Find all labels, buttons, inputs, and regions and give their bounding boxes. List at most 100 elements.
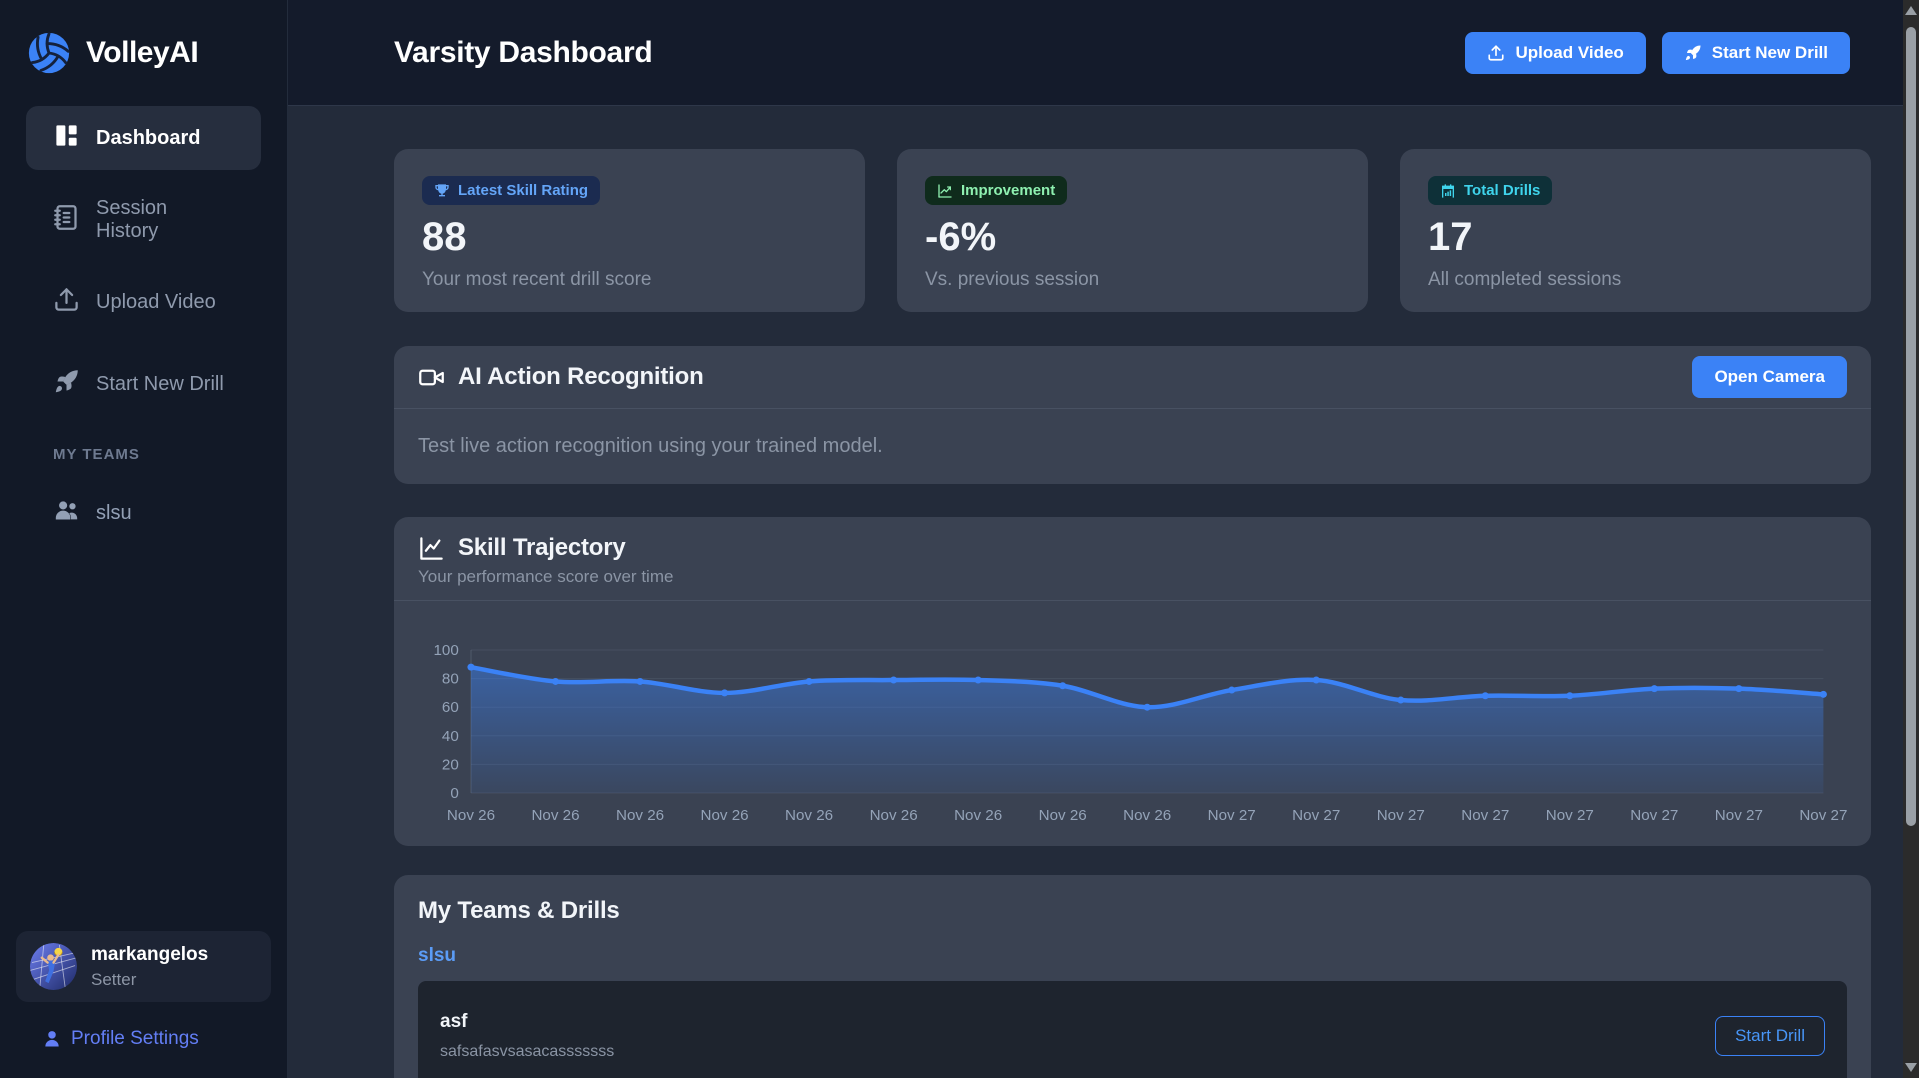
improvement-badge: Improvement [925, 176, 1067, 205]
y-tick-label: 80 [442, 671, 459, 688]
profile-settings-link[interactable]: Profile Settings [42, 1028, 287, 1050]
stat-card-total-drills: Total Drills 17 All completed sessions [1400, 149, 1871, 312]
sidebar-bottom: markangelos Setter Profile Settings [0, 931, 287, 1078]
upload-video-label: Upload Video [1515, 43, 1623, 63]
calendar-chart-icon [1440, 183, 1456, 199]
drill-row: asf safsafasvsasacasssssss Start Drill [418, 981, 1847, 1078]
y-tick-label: 100 [433, 642, 458, 659]
start-drill-button[interactable]: Start Drill [1715, 1016, 1825, 1056]
nav-label: Start New Drill [96, 373, 224, 396]
profile-name: markangelos [91, 944, 208, 966]
stat-caption: Vs. previous session [925, 269, 1340, 291]
volleyball-logo-icon [26, 30, 72, 76]
data-point [975, 677, 982, 684]
profile-card[interactable]: markangelos Setter [16, 931, 271, 1002]
app-name: VolleyAI [86, 36, 198, 70]
profile-settings-label: Profile Settings [71, 1028, 199, 1050]
data-point [1820, 691, 1827, 698]
dashboard-icon [53, 122, 80, 155]
stats-row: Latest Skill Rating 88 Your most recent … [394, 149, 1871, 312]
app-window: VolleyAI Dashboard [0, 0, 1919, 1078]
x-tick-label: Nov 26 [701, 807, 749, 824]
x-tick-label: Nov 27 [1715, 807, 1763, 824]
x-tick-label: Nov 26 [1123, 807, 1171, 824]
users-icon [53, 497, 80, 530]
x-tick-label: Nov 26 [1039, 807, 1087, 824]
sidebar-item-start-new-drill[interactable]: Start New Drill [26, 352, 261, 416]
trending-up-icon [937, 183, 953, 199]
scrollbar-track[interactable] [1903, 0, 1919, 1078]
chart-body: 0 20 40 60 80 100 Nov 26 Nov 26 Nov 26 Nov 26 Nov … [394, 601, 1871, 846]
y-tick-label: 0 [450, 785, 458, 802]
video-camera-icon [418, 364, 445, 391]
data-point [1144, 704, 1151, 711]
drill-name: asf [440, 1011, 614, 1033]
my-teams-header: MY TEAMS [53, 446, 287, 463]
drill-description: safsafasvsasacasssssss [440, 1043, 614, 1061]
y-tick-label: 60 [442, 699, 459, 716]
main-area: Varsity Dashboard Upload Video [288, 0, 1919, 1078]
data-point [806, 678, 813, 685]
line-chart-icon [418, 535, 445, 562]
data-point [636, 678, 643, 685]
sidebar-item-dashboard[interactable]: Dashboard [26, 106, 261, 170]
data-point [1566, 692, 1573, 699]
sidebar-nav: Dashboard Session History [0, 102, 287, 434]
chart-header: Skill Trajectory Your performance score … [394, 517, 1871, 600]
x-tick-label: Nov 27 [1461, 807, 1509, 824]
scrollbar-up-arrow[interactable] [1905, 6, 1917, 15]
x-tick-label: Nov 27 [1546, 807, 1594, 824]
open-camera-button[interactable]: Open Camera [1692, 356, 1847, 398]
chart-title: Skill Trajectory [458, 534, 626, 562]
skill-trajectory-chart: 0 20 40 60 80 100 Nov 26 Nov 26 Nov 26 Nov 26 Nov … [394, 601, 1871, 846]
data-point [1059, 682, 1066, 689]
y-tick-label: 20 [442, 756, 459, 773]
x-tick-label: Nov 26 [531, 807, 579, 824]
sidebar-item-session-history[interactable]: Session History [26, 188, 261, 252]
scrollbar-thumb[interactable] [1906, 27, 1916, 826]
ai-card-header: AI Action Recognition Open Camera [394, 346, 1871, 408]
stat-card-improvement: Improvement -6% Vs. previous session [897, 149, 1368, 312]
dashboard-content: Latest Skill Rating 88 Your most recent … [288, 106, 1919, 1078]
y-tick-label: 40 [442, 728, 459, 745]
scrollbar-down-arrow[interactable] [1905, 1063, 1917, 1072]
data-point [552, 678, 559, 685]
data-point [1735, 685, 1742, 692]
x-tick-label: Nov 26 [616, 807, 664, 824]
sidebar-item-upload-video[interactable]: Upload Video [26, 270, 261, 334]
profile-text: markangelos Setter [91, 944, 208, 990]
nav-label: Dashboard [96, 127, 200, 150]
rocket-icon [53, 368, 80, 401]
stat-value: -6% [925, 217, 1340, 257]
data-point [1651, 685, 1658, 692]
stat-caption: Your most recent drill score [422, 269, 837, 291]
data-point [890, 677, 897, 684]
ai-card-description: Test live action recognition using your … [394, 409, 1871, 484]
nav-label: Upload Video [96, 291, 216, 314]
drill-text: asf safsafasvsasacasssssss [440, 1011, 614, 1061]
data-point [467, 664, 474, 671]
badge-label: Improvement [961, 182, 1055, 199]
upload-video-button[interactable]: Upload Video [1465, 32, 1645, 74]
upload-icon [1487, 44, 1505, 62]
teams-card-title: My Teams & Drills [418, 897, 1847, 925]
x-tick-label: Nov 27 [1208, 807, 1256, 824]
x-tick-label: Nov 27 [1292, 807, 1340, 824]
sidebar-item-team-slsu[interactable]: slsu [26, 481, 261, 545]
my-teams-drills-card: My Teams & Drills slsu asf safsafasvsasa… [394, 875, 1871, 1078]
avatar [30, 943, 77, 990]
person-icon [42, 1029, 62, 1049]
notebook-icon [53, 204, 80, 237]
x-tick-label: Nov 26 [870, 807, 918, 824]
start-new-drill-button[interactable]: Start New Drill [1662, 32, 1850, 74]
skill-trajectory-card: Skill Trajectory Your performance score … [394, 517, 1871, 846]
team-link-slsu[interactable]: slsu [418, 945, 1847, 967]
data-point [1313, 677, 1320, 684]
ai-action-recognition-card: AI Action Recognition Open Camera Test l… [394, 346, 1871, 484]
topbar-actions: Upload Video Start New Drill [1465, 32, 1850, 74]
ai-card-title: AI Action Recognition [458, 363, 704, 391]
trophy-icon [434, 183, 450, 199]
data-point [1482, 692, 1489, 699]
badge-label: Latest Skill Rating [458, 182, 588, 199]
nav-label: Session History [96, 197, 234, 243]
